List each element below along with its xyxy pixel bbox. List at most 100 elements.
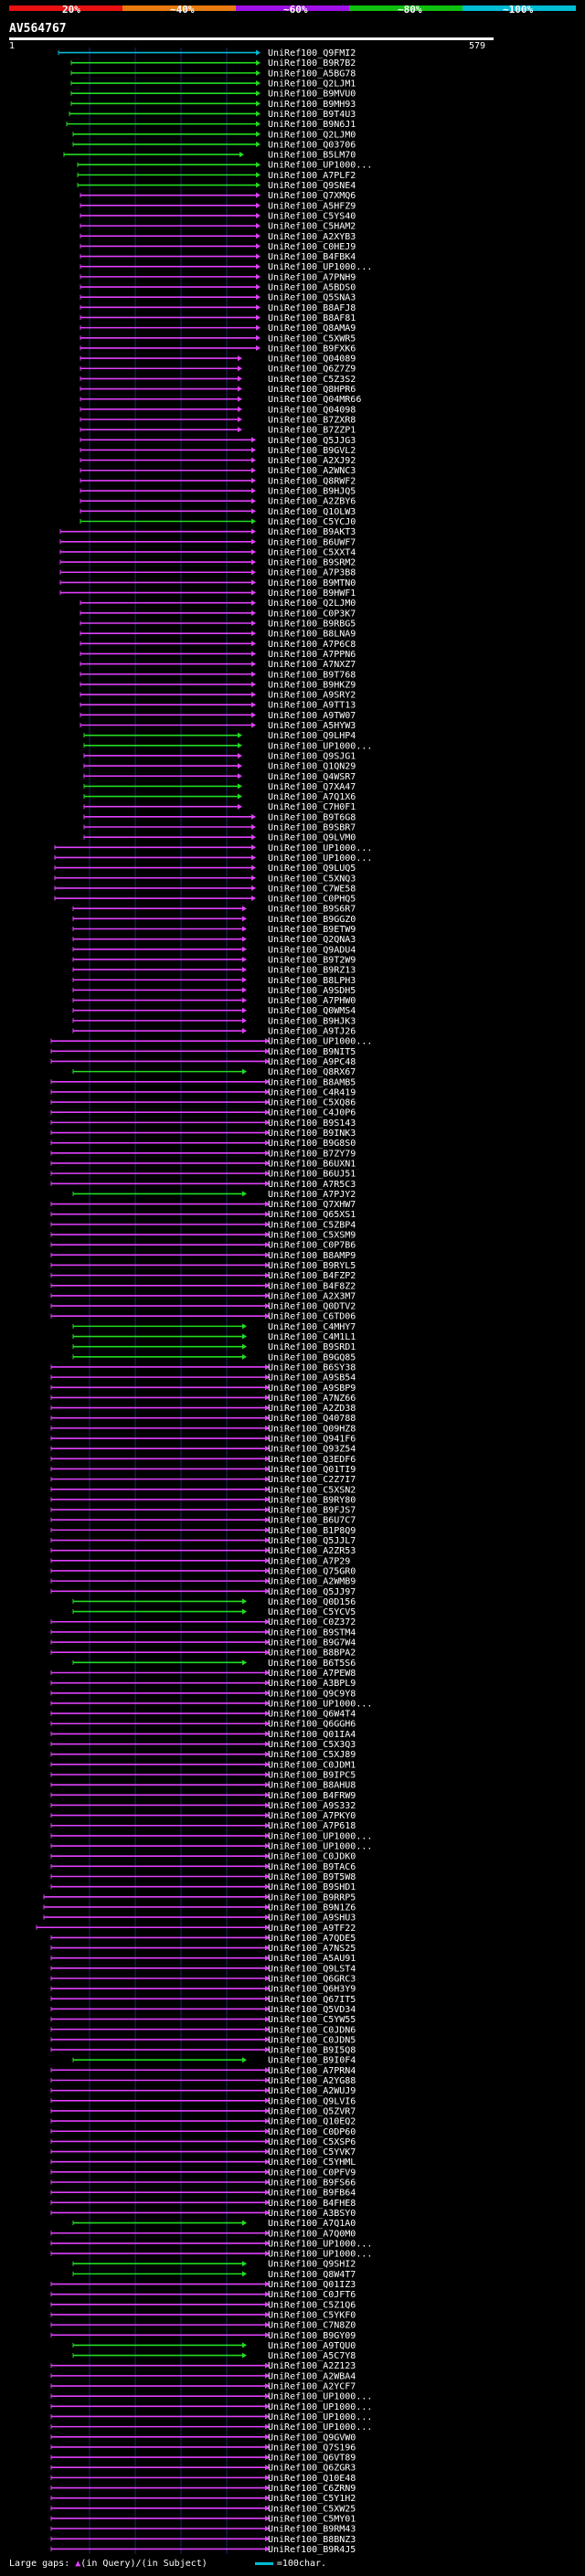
hit-label[interactable]: UniRef100_Q6ZGR3 — [268, 2464, 356, 2474]
hit-label[interactable]: UniRef100_Q9LVM0 — [268, 833, 356, 843]
hit-label[interactable]: UniRef100_B9INK3 — [268, 1129, 356, 1139]
hit-label[interactable]: UniRef100_B6UWF7 — [268, 537, 356, 547]
hit-label[interactable]: UniRef100_C5XW25 — [268, 2504, 356, 2514]
hit-label[interactable]: UniRef100_Q04MR66 — [268, 395, 361, 405]
hit-label[interactable]: UniRef100_B6UJ51 — [268, 1170, 356, 1180]
hit-label[interactable]: UniRef100_B9T4U3 — [268, 110, 356, 120]
hit-label[interactable]: UniRef100_B9I0F4 — [268, 2056, 356, 2066]
hit-label[interactable]: UniRef100_B9GQ85 — [268, 1352, 356, 1362]
hit-label[interactable]: UniRef100_A9S332 — [268, 1801, 356, 1811]
hit-label[interactable]: UniRef100_C4M1L1 — [268, 1332, 356, 1342]
hit-label[interactable]: UniRef100_A9SBP9 — [268, 1383, 356, 1394]
hit-label[interactable]: UniRef100_UP1000... — [268, 2250, 372, 2260]
hit-label[interactable]: UniRef100_C6TD06 — [268, 1312, 356, 1322]
hit-label[interactable]: UniRef100_C0JDN5 — [268, 2035, 356, 2045]
hit-label[interactable]: UniRef100_C7WE58 — [268, 884, 356, 894]
hit-label[interactable]: UniRef100_Q6GGH6 — [268, 1720, 356, 1730]
hit-label[interactable]: UniRef100_B8AFJ8 — [268, 303, 356, 313]
hit-label[interactable]: UniRef100_B9MTN0 — [268, 578, 356, 588]
hit-label[interactable]: UniRef100_A2WBA4 — [268, 2371, 356, 2381]
hit-label[interactable]: UniRef100_B9T6G8 — [268, 812, 356, 822]
hit-label[interactable]: UniRef100_A5HYW3 — [268, 721, 356, 731]
hit-label[interactable]: UniRef100_B9N1Z6 — [268, 1903, 356, 1913]
hit-label[interactable]: UniRef100_UP1000... — [268, 843, 372, 853]
hit-label[interactable]: UniRef100_Q5SNA3 — [268, 293, 356, 303]
hit-label[interactable]: UniRef100_B9GVL2 — [268, 446, 356, 456]
hit-label[interactable]: UniRef100_B9HKZ9 — [268, 680, 356, 690]
hit-label[interactable]: UniRef100_Q9LST4 — [268, 1964, 356, 1974]
hit-label[interactable]: UniRef100_A7P3B8 — [268, 568, 356, 578]
hit-label[interactable]: UniRef100_B5LM70 — [268, 151, 356, 161]
hit-label[interactable]: UniRef100_C5ZBP4 — [268, 1220, 356, 1230]
hit-label[interactable]: UniRef100_A5BG78 — [268, 69, 356, 79]
hit-label[interactable]: UniRef100_Q8HPR6 — [268, 385, 356, 395]
hit-label[interactable]: UniRef100_B9GGZ0 — [268, 915, 356, 925]
hit-label[interactable]: UniRef100_B9MVU0 — [268, 90, 356, 100]
hit-label[interactable]: UniRef100_A7PKY0 — [268, 1811, 356, 1821]
hit-label[interactable]: UniRef100_UP1000... — [268, 2392, 372, 2402]
hit-label[interactable]: UniRef100_A7P29 — [268, 1556, 350, 1566]
hit-label[interactable]: UniRef100_A7NS25 — [268, 1944, 356, 1954]
hit-label[interactable]: UniRef100_UP1000... — [268, 2422, 372, 2433]
hit-label[interactable]: UniRef100_B6T5S6 — [268, 1659, 356, 1669]
hit-label[interactable]: UniRef100_A5C7Y8 — [268, 2351, 356, 2361]
hit-label[interactable]: UniRef100_A9TW07 — [268, 711, 356, 721]
hit-label[interactable]: UniRef100_C5XQ86 — [268, 1098, 356, 1108]
hit-label[interactable]: UniRef100_A5AU91 — [268, 1954, 356, 1964]
hit-label[interactable]: UniRef100_B9FJS7 — [268, 1506, 356, 1516]
hit-label[interactable]: UniRef100_B9G8S0 — [268, 1139, 356, 1149]
hit-label[interactable]: UniRef100_B6UXN1 — [268, 1159, 356, 1169]
hit-label[interactable]: UniRef100_A2WNC3 — [268, 466, 356, 476]
hit-label[interactable]: UniRef100_Q8W4T7 — [268, 2270, 356, 2280]
hit-label[interactable]: UniRef100_Q04089 — [268, 355, 356, 365]
hit-label[interactable]: UniRef100_A2YG88 — [268, 2076, 356, 2086]
hit-label[interactable]: UniRef100_B8BPA2 — [268, 1648, 356, 1659]
hit-label[interactable]: UniRef100_A7P618 — [268, 1821, 356, 1831]
hit-label[interactable]: UniRef100_UP1000... — [268, 1037, 372, 1047]
hit-label[interactable]: UniRef100_A7QDE5 — [268, 1934, 356, 1944]
hit-label[interactable]: UniRef100_A9SHU3 — [268, 1913, 356, 1924]
hit-label[interactable]: UniRef100_B9HWF1 — [268, 588, 356, 599]
hit-label[interactable]: UniRef100_B9HJK3 — [268, 1016, 356, 1026]
hit-label[interactable]: UniRef100_C5XSM9 — [268, 1231, 356, 1241]
hit-label[interactable]: UniRef100_B6SY38 — [268, 1362, 356, 1373]
hit-label[interactable]: UniRef100_Q7S196 — [268, 2443, 356, 2453]
hit-label[interactable]: UniRef100_A7NZ66 — [268, 1394, 356, 1404]
hit-label[interactable]: UniRef100_B9T5W8 — [268, 1872, 356, 1882]
hit-label[interactable]: UniRef100_C0HEJ9 — [268, 242, 356, 252]
hit-label[interactable]: UniRef100_B9T768 — [268, 670, 356, 680]
hit-label[interactable]: UniRef100_Q2QNA3 — [268, 935, 356, 945]
hit-label[interactable]: UniRef100_A7PRN4 — [268, 2066, 356, 2076]
hit-label[interactable]: UniRef100_A7PHW0 — [268, 996, 356, 1006]
hit-label[interactable]: UniRef100_C5XSP6 — [268, 2137, 356, 2147]
hit-label[interactable]: UniRef100_B9R4J5 — [268, 2545, 356, 2555]
hit-label[interactable]: UniRef100_Q01TI9 — [268, 1465, 356, 1475]
hit-label[interactable]: UniRef100_B9RBG5 — [268, 619, 356, 629]
hit-label[interactable]: UniRef100_UP1000... — [268, 2402, 372, 2412]
hit-label[interactable]: UniRef100_A7Q0M0 — [268, 2229, 356, 2239]
hit-label[interactable]: UniRef100_B9FXK6 — [268, 344, 356, 354]
hit-label[interactable]: UniRef100_Q7XA47 — [268, 782, 356, 792]
hit-label[interactable]: UniRef100_C5Z3S2 — [268, 375, 356, 385]
hit-label[interactable]: UniRef100_A2XYB3 — [268, 232, 356, 242]
hit-label[interactable]: UniRef100_B6U7C7 — [268, 1516, 356, 1526]
hit-label[interactable]: UniRef100_A2XJ92 — [268, 456, 356, 466]
hit-label[interactable]: UniRef100_A7NXZ7 — [268, 660, 356, 670]
hit-label[interactable]: UniRef100_C5XJ89 — [268, 1750, 356, 1760]
hit-label[interactable]: UniRef100_A7Q1A0 — [268, 2219, 356, 2229]
hit-label[interactable]: UniRef100_A9TQU0 — [268, 2341, 356, 2351]
hit-label[interactable]: UniRef100_A2YCF7 — [268, 2382, 356, 2392]
hit-label[interactable]: UniRef100_C5XWR5 — [268, 334, 356, 344]
hit-label[interactable]: UniRef100_Q01IZ3 — [268, 2280, 356, 2290]
hit-label[interactable]: UniRef100_C5XNQ3 — [268, 874, 356, 884]
hit-label[interactable]: UniRef100_A3BPL9 — [268, 1679, 356, 1689]
hit-label[interactable]: UniRef100_C5YVK7 — [268, 2147, 356, 2157]
hit-label[interactable]: UniRef100_Q67IT5 — [268, 1995, 356, 2005]
hit-label[interactable]: UniRef100_C0P7B6 — [268, 1241, 356, 1251]
hit-label[interactable]: UniRef100_C0PFV9 — [268, 2168, 356, 2178]
hit-label[interactable]: UniRef100_B9GY09 — [268, 2331, 356, 2341]
hit-label[interactable]: UniRef100_A9SRY2 — [268, 691, 356, 701]
hit-label[interactable]: UniRef100_B9TAC6 — [268, 1862, 356, 1872]
hit-label[interactable]: UniRef100_Q6Z7Z9 — [268, 365, 356, 375]
hit-label[interactable]: UniRef100_Q6GRC3 — [268, 1975, 356, 1985]
